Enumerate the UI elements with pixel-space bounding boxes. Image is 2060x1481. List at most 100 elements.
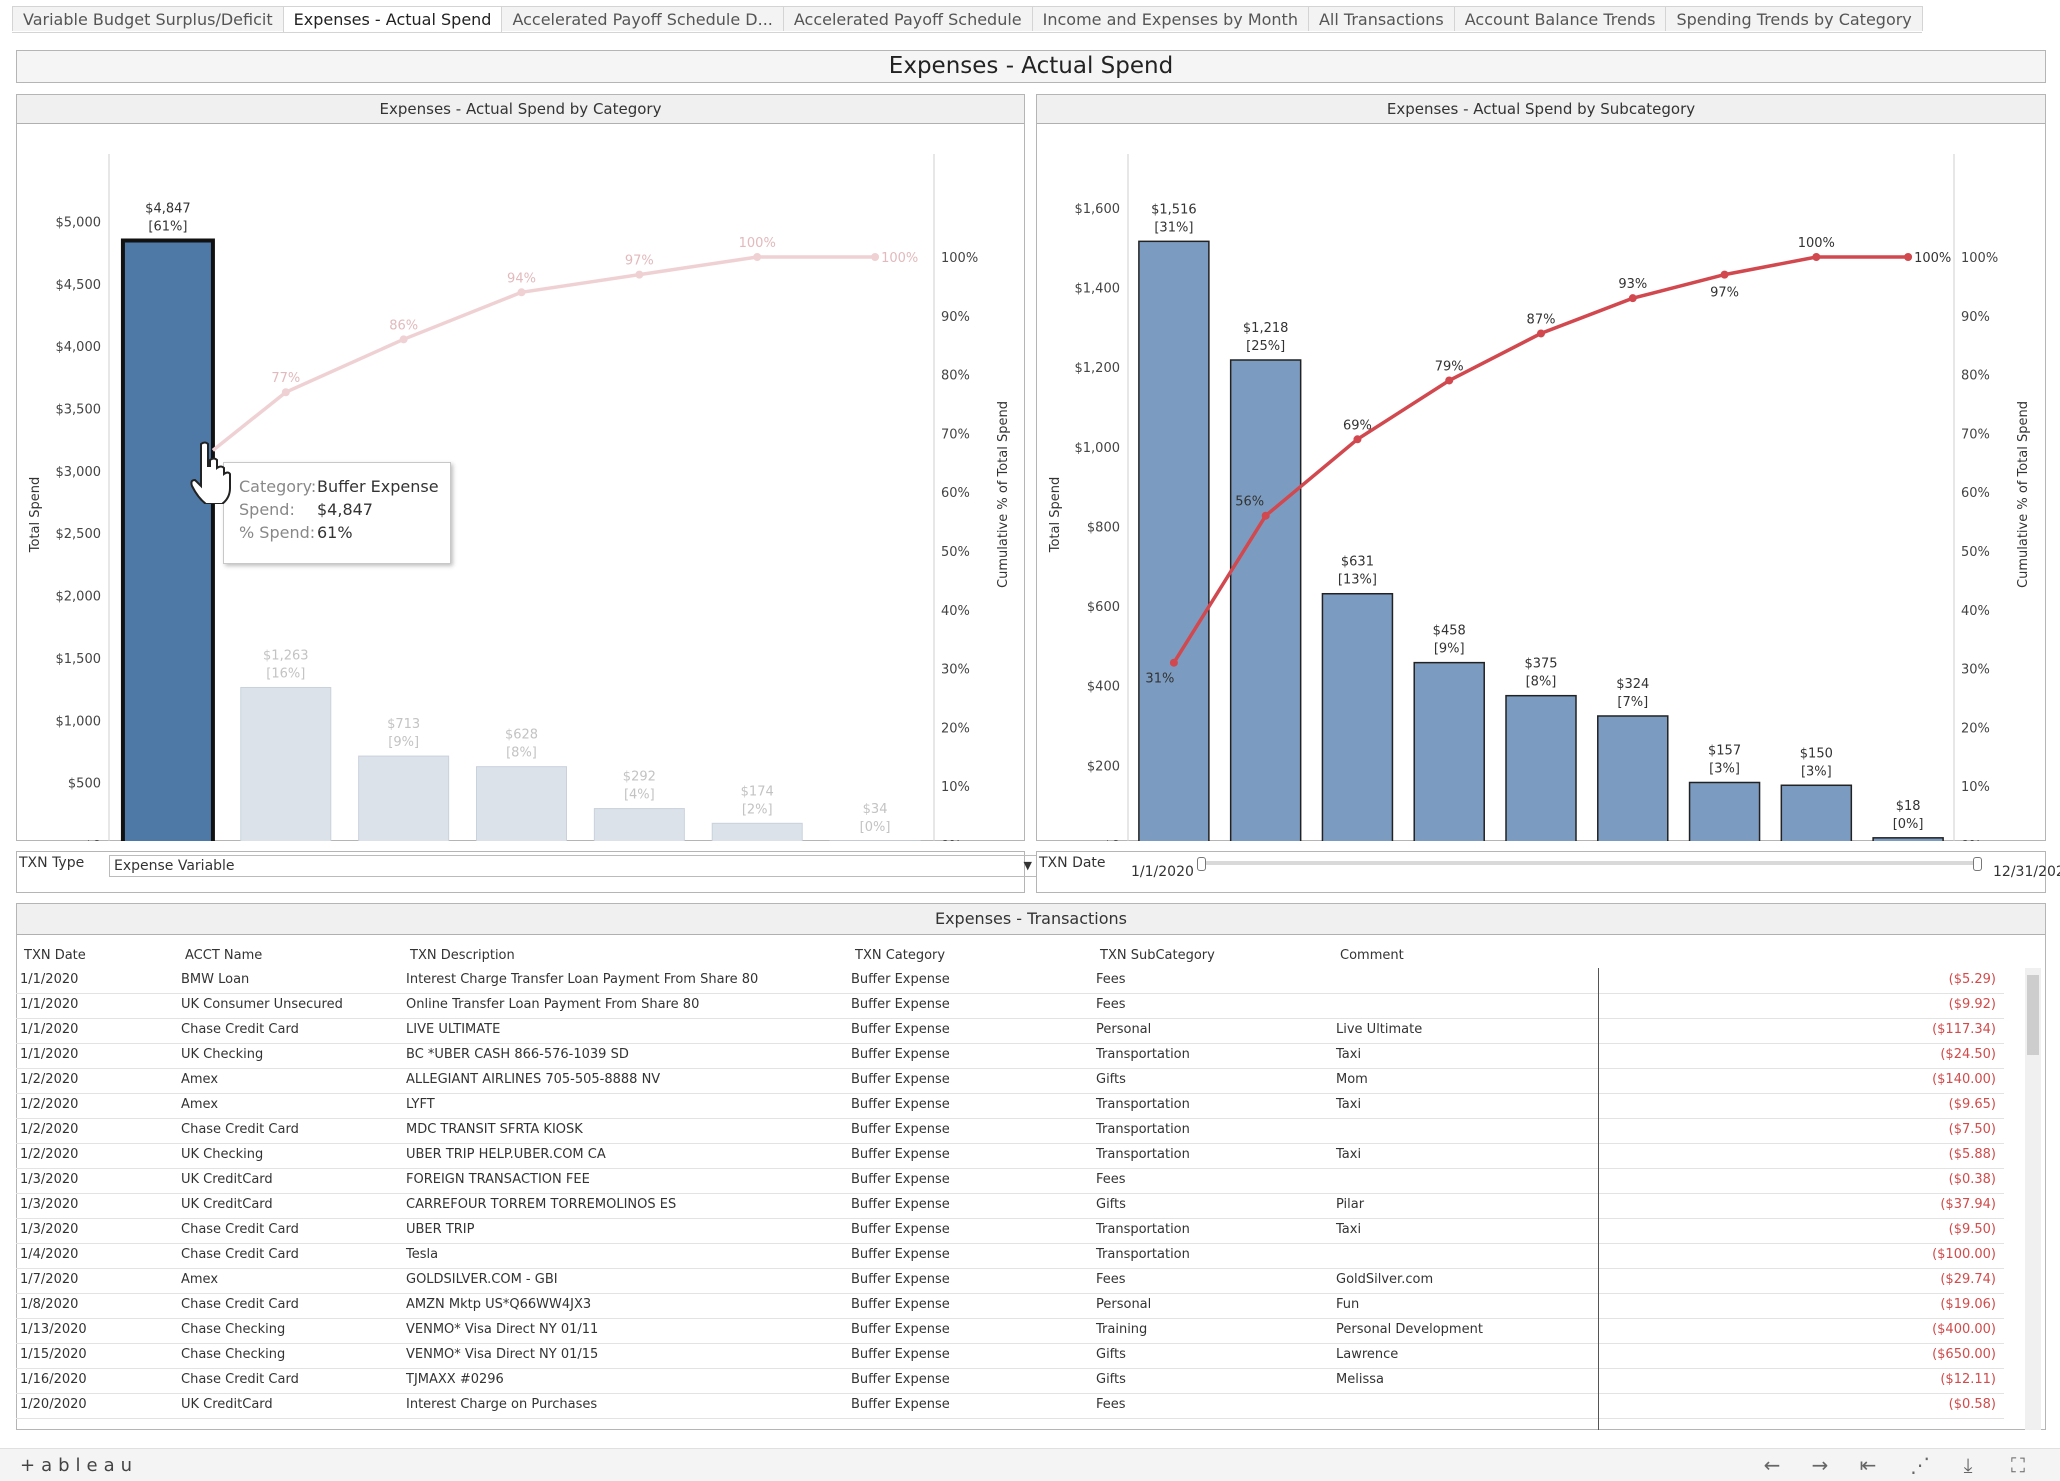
table-scrollbar-thumb[interactable]: [2027, 975, 2039, 1055]
bar[interactable]: [1690, 782, 1760, 841]
date-range-slider[interactable]: [1205, 861, 1975, 865]
date-start-label: 1/1/2020: [1131, 864, 1194, 880]
y2-tick-label: 60%: [1961, 486, 1990, 501]
cumulative-point[interactable]: [1353, 435, 1361, 443]
cumulative-point[interactable]: [400, 335, 408, 343]
col-txn-subcategory[interactable]: TXN SubCategory: [1100, 948, 1215, 963]
tab-7[interactable]: Spending Trends by Category: [1665, 6, 1922, 31]
bar[interactable]: [1414, 663, 1484, 841]
tableau-logo[interactable]: +ableau: [20, 1455, 138, 1476]
tab-3[interactable]: Accelerated Payoff Schedule: [783, 6, 1033, 31]
cumulative-point[interactable]: [1721, 271, 1729, 279]
cumulative-point[interactable]: [635, 271, 643, 279]
table-cell: Transportation: [1096, 1047, 1190, 1062]
bar[interactable]: [594, 809, 684, 841]
tab-0[interactable]: Variable Budget Surplus/Deficit: [12, 6, 284, 31]
col-acct-name[interactable]: ACCT Name: [185, 948, 262, 963]
bar[interactable]: [359, 756, 449, 841]
bar[interactable]: [1781, 785, 1851, 841]
table-cell: Buffer Expense: [851, 1072, 950, 1087]
col-txn-date[interactable]: TXN Date: [24, 948, 86, 963]
tab-4[interactable]: Income and Expenses by Month: [1032, 6, 1309, 31]
bar[interactable]: [1873, 838, 1943, 841]
cumulative-point[interactable]: [753, 253, 761, 261]
tab-2[interactable]: Accelerated Payoff Schedule D...: [501, 6, 783, 31]
cumulative-point[interactable]: [282, 388, 290, 396]
bar[interactable]: [241, 687, 331, 841]
undo-icon[interactable]: ←: [1758, 1453, 1786, 1477]
table-cell: BMW Loan: [181, 972, 249, 987]
bar[interactable]: [712, 823, 802, 841]
txn-type-dropdown[interactable]: Expense Variable ▼: [109, 855, 1039, 877]
bar[interactable]: [1506, 696, 1576, 841]
cumulative-point[interactable]: [1262, 512, 1270, 520]
y2-tick-label: 30%: [941, 663, 970, 678]
bar-value-label: $18: [1896, 799, 1921, 814]
chevron-down-icon[interactable]: ▼: [1024, 856, 1032, 876]
revert-icon[interactable]: ⇤: [1854, 1453, 1882, 1477]
cumulative-point[interactable]: [1629, 294, 1637, 302]
col-txn-category[interactable]: TXN Category: [855, 948, 945, 963]
cumulative-point[interactable]: [1537, 329, 1545, 337]
y-tick-label: $1,400: [1075, 282, 1121, 297]
table-cell: Interest Charge on Purchases: [406, 1397, 597, 1412]
cumulative-point[interactable]: [1170, 659, 1178, 667]
date-start-handle[interactable]: [1197, 857, 1206, 871]
date-end-handle[interactable]: [1973, 857, 1982, 871]
table-cell: UK Checking: [181, 1147, 263, 1162]
bar[interactable]: [123, 240, 213, 841]
amount-cell: ($9.50): [1949, 1222, 1996, 1237]
cumulative-point[interactable]: [871, 253, 879, 261]
col-comment[interactable]: Comment: [1340, 948, 1404, 963]
y2-tick-label: 40%: [1961, 604, 1990, 619]
col-txn-description[interactable]: TXN Description: [410, 948, 515, 963]
y-tick-label: $200: [1087, 759, 1120, 774]
bar[interactable]: [1322, 594, 1392, 841]
table-cell: Fees: [1096, 972, 1126, 987]
bar[interactable]: [1598, 716, 1668, 841]
fullscreen-icon[interactable]: ⛶: [2004, 1453, 2032, 1477]
tab-1[interactable]: Expenses - Actual Spend: [283, 6, 503, 32]
share-icon[interactable]: ⋰: [1906, 1453, 1934, 1477]
category-pareto-chart[interactable]: $0$500$1,000$1,500$2,000$2,500$3,000$3,5…: [17, 124, 1024, 841]
cumulative-point[interactable]: [518, 288, 526, 296]
download-icon[interactable]: ⤓: [1954, 1453, 1982, 1477]
tab-6[interactable]: Account Balance Trends: [1454, 6, 1667, 31]
cumulative-point[interactable]: [1904, 253, 1912, 261]
bar[interactable]: [477, 767, 567, 841]
redo-icon[interactable]: →: [1806, 1453, 1834, 1477]
cumulative-point[interactable]: [1812, 253, 1820, 261]
cumulative-line[interactable]: [213, 257, 875, 450]
table-cell: Buffer Expense: [851, 1122, 950, 1137]
bar-pct-label: [3%]: [1801, 764, 1832, 779]
cumulative-pct-label: 31%: [1145, 672, 1174, 687]
subcategory-pareto-chart[interactable]: $0$200$400$600$800$1,000$1,200$1,400$1,6…: [1037, 124, 2045, 841]
bar-pct-label: [7%]: [1617, 695, 1648, 710]
bar[interactable]: [1139, 241, 1209, 841]
transactions-title: Expenses - Transactions: [17, 904, 2045, 935]
hand-cursor-icon: [184, 440, 234, 504]
tab-5[interactable]: All Transactions: [1308, 6, 1455, 31]
bar-value-label: $150: [1800, 746, 1833, 761]
cumulative-point[interactable]: [1445, 376, 1453, 384]
bar[interactable]: [1231, 360, 1301, 841]
